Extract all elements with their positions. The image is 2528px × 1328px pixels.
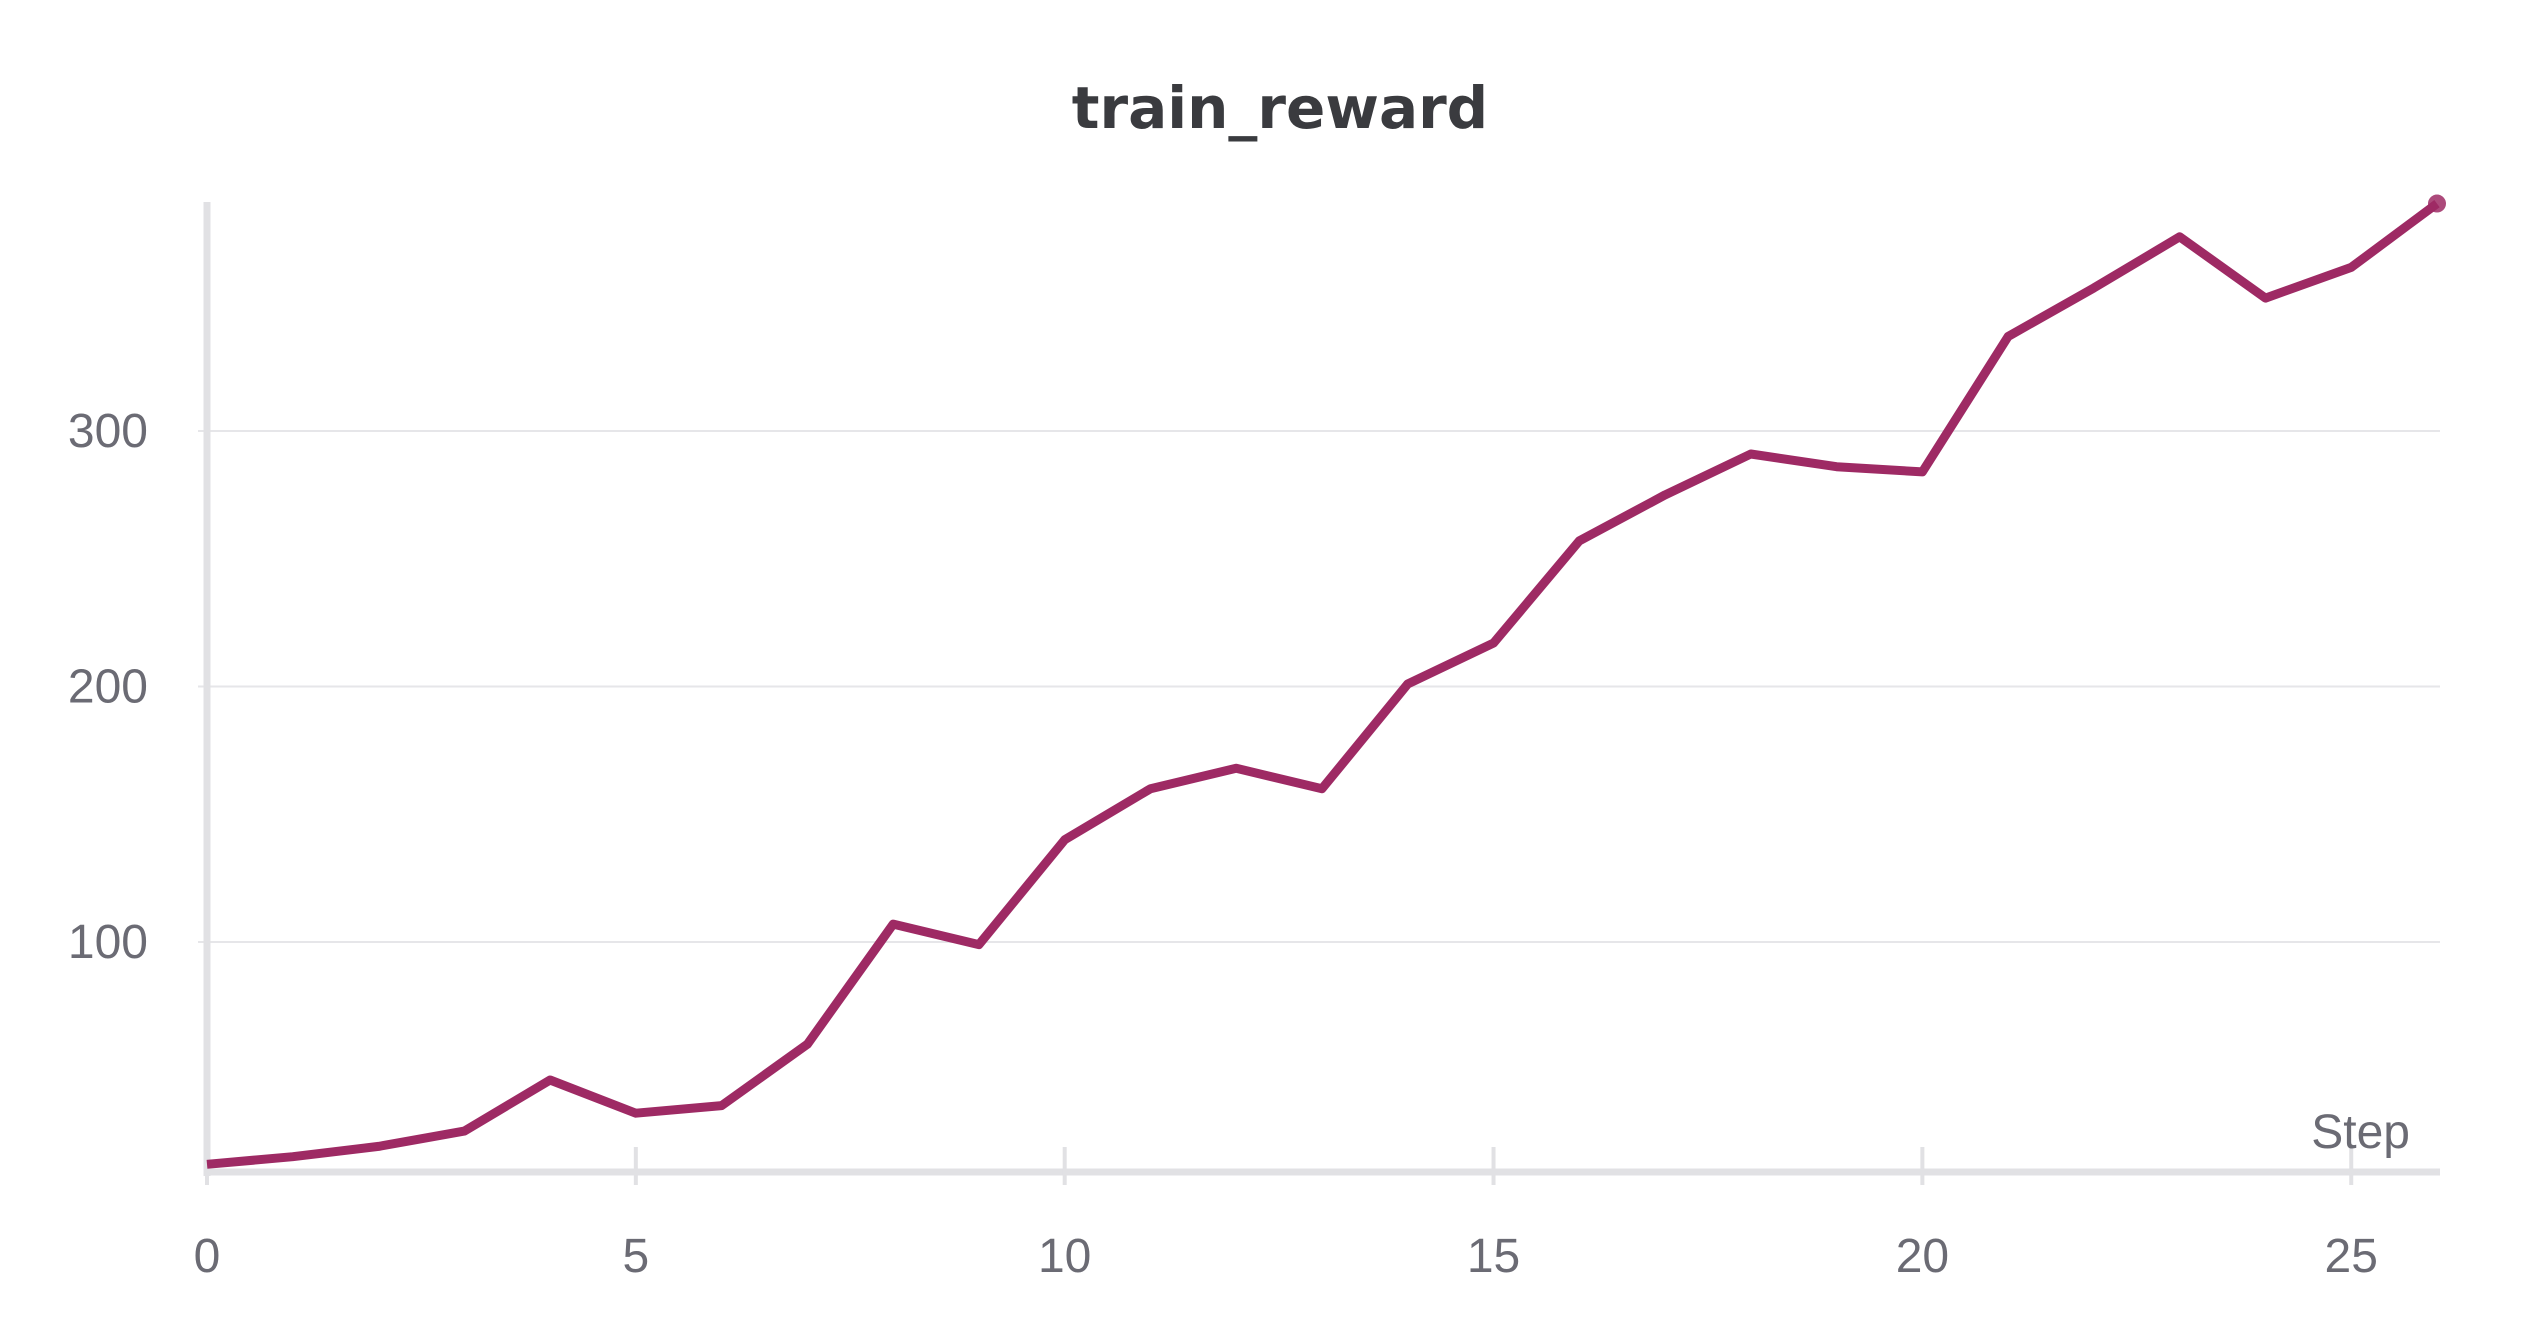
chart-title: train_reward <box>1072 74 1488 142</box>
series-layer <box>206 194 2446 1169</box>
x-tick-label: 5 <box>622 1230 649 1283</box>
y-tick-label: 100 <box>68 916 148 969</box>
x-tick-label: 10 <box>1038 1230 1091 1283</box>
last-point-marker <box>2428 194 2446 213</box>
x-tick-label: 15 <box>1467 1230 1520 1283</box>
grid-lines <box>198 429 2440 944</box>
series-line <box>206 199 2440 1169</box>
axes <box>203 202 2440 1185</box>
x-tick-label: 0 <box>194 1230 221 1283</box>
y-tick-label: 300 <box>68 405 148 458</box>
y-tick-label: 200 <box>68 661 148 714</box>
tick-labels: 100 200 300 0 5 10 15 20 25 <box>68 405 2378 1283</box>
x-tick-label: 25 <box>2325 1230 2378 1283</box>
x-axis-label: Step <box>2311 1106 2410 1159</box>
x-tick-label: 20 <box>1896 1230 1949 1283</box>
